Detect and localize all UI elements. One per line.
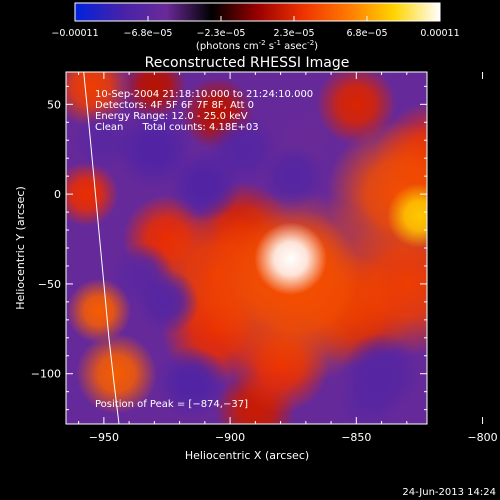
peak-position-label: Position of Peak = [−874,−37]	[95, 399, 248, 410]
y-axis-label: Heliocentric Y (arcsec)	[14, 186, 27, 310]
negative-blob	[260, 143, 326, 209]
x-tick-label: −800	[467, 431, 497, 444]
y-tick-label: −100	[31, 368, 61, 381]
emission-blob	[254, 222, 328, 296]
x-tick-label: −850	[341, 431, 371, 444]
emission-blob	[66, 161, 119, 227]
x-tick-label: −900	[215, 431, 245, 444]
colorbar-tick-label: 0.00011	[420, 28, 459, 39]
y-tick-label: −50	[38, 278, 61, 291]
annotation-time: 10-Sep-2004 21:18:10.000 to 21:24:10.000	[95, 89, 313, 100]
y-tick-label: 50	[47, 98, 61, 111]
negative-blob	[155, 346, 229, 420]
annotation-detectors: Detectors: 4F 5F 6F 7F 8F, Att 0	[95, 100, 254, 111]
colorbar-tick-label: −0.00011	[51, 28, 98, 39]
emission-blob	[76, 333, 157, 415]
solar-limb-line	[83, 72, 120, 424]
axis-ticks: −950 −900 −850 −800 50 0 −50 −100	[31, 72, 498, 444]
colorbar-unit-label: (photons cm-2 s-1 asec-2)	[196, 39, 318, 52]
colorbar-tick-label: −6.8e−05	[124, 28, 173, 39]
annotation-block: 10-Sep-2004 21:18:10.000 to 21:24:10.000…	[95, 89, 313, 133]
negative-blob	[134, 269, 200, 335]
emission-blob	[387, 183, 427, 248]
annotation-counts: Clean Total counts: 4.18E+03	[95, 122, 259, 133]
footer-timestamp: 24-Jun-2013 14:24	[402, 487, 496, 498]
x-tick-label: −950	[89, 431, 119, 444]
colorbar-tick-label: 2.3e−05	[273, 28, 314, 39]
colorbar-tick-label: −2.3e−05	[197, 28, 246, 39]
colorbar	[74, 2, 441, 22]
colorbar-ticks: −0.00011 −6.8e−05 −2.3e−05 2.3e−05 6.8e−05 0.…	[51, 16, 460, 39]
colorbar-tick-label: 6.8e−05	[346, 28, 387, 39]
negative-blob	[168, 148, 242, 222]
x-axis-label: Heliocentric X (arcsec)	[185, 449, 309, 462]
emission-blob	[66, 278, 132, 344]
y-tick-label: 0	[54, 188, 61, 201]
negative-blob	[442, 324, 499, 381]
heatmap	[66, 72, 499, 424]
emission-blob	[122, 72, 187, 119]
annotation-energy: Energy Range: 12.0 - 25.0 keV	[95, 111, 248, 122]
chart-title: Reconstructed RHESSI Image	[145, 55, 350, 71]
negative-blob	[341, 333, 422, 415]
